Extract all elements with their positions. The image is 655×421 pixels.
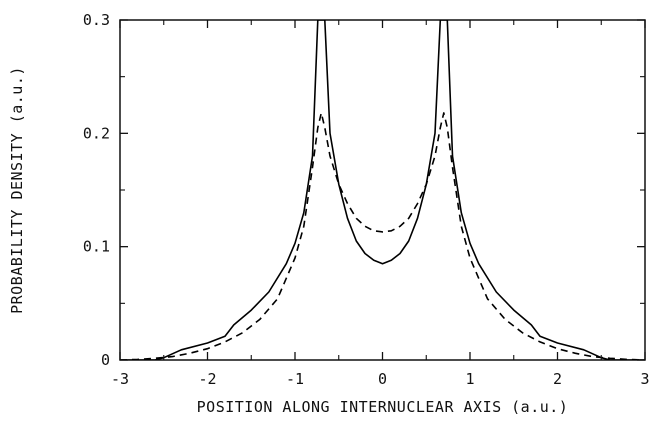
x-tick-label: 0 bbox=[378, 370, 387, 388]
x-tick-label: -2 bbox=[198, 370, 216, 388]
y-tick-label: 0.3 bbox=[83, 11, 110, 29]
plot-frame bbox=[119, 19, 646, 361]
axes bbox=[119, 19, 646, 361]
y-tick-label: 0.1 bbox=[83, 238, 110, 256]
x-tick-label: -3 bbox=[111, 370, 129, 388]
x-tick-label: 2 bbox=[553, 370, 562, 388]
y-axis-label: PROBABILITY DENSITY (a.u.) bbox=[8, 66, 26, 314]
x-tick-label: 1 bbox=[465, 370, 474, 388]
dashed-density-curve bbox=[120, 112, 645, 360]
x-tick-label: 3 bbox=[640, 370, 649, 388]
x-axis-label: POSITION ALONG INTERNUCLEAR AXIS (a.u.) bbox=[197, 398, 569, 416]
x-tick-label: -1 bbox=[286, 370, 304, 388]
data-series bbox=[120, 20, 645, 360]
solid-density-curve bbox=[120, 20, 645, 360]
y-tick-label: 0.2 bbox=[83, 124, 110, 142]
ticks: -3 -2 -1 0 1 2 3 0 0.1 0.2 0.3 bbox=[83, 11, 650, 388]
y-tick-label: 0 bbox=[101, 351, 110, 369]
